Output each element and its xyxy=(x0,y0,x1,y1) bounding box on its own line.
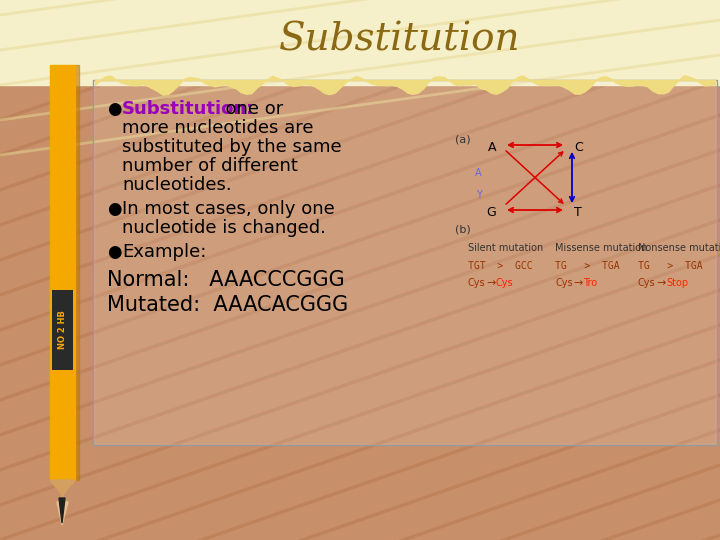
Text: nucleotides.: nucleotides. xyxy=(122,176,232,194)
Text: In most cases, only one: In most cases, only one xyxy=(122,200,335,218)
Polygon shape xyxy=(59,498,65,523)
Text: Substitution: Substitution xyxy=(279,22,521,58)
Text: TG   >  TGA: TG > TGA xyxy=(638,261,703,271)
Text: more nucleotides are: more nucleotides are xyxy=(122,119,313,137)
Bar xyxy=(93,80,717,445)
Text: Cys: Cys xyxy=(638,278,656,288)
Text: TGT  >  GCC: TGT > GCC xyxy=(468,261,533,271)
Text: Y: Y xyxy=(476,190,482,199)
Text: Substitution:: Substitution: xyxy=(122,100,254,118)
Text: one or: one or xyxy=(214,100,283,118)
Text: TG   >  TGA: TG > TGA xyxy=(555,261,620,271)
Text: Normal:   AAACCCGGG: Normal: AAACCCGGG xyxy=(107,270,345,290)
Text: A: A xyxy=(475,167,482,178)
Text: T: T xyxy=(574,206,582,219)
Text: Nonsense mutation: Nonsense mutation xyxy=(638,243,720,253)
Bar xyxy=(0,0,720,85)
Text: number of different: number of different xyxy=(122,157,298,175)
Text: Cys: Cys xyxy=(496,278,513,288)
Text: nucleotide is changed.: nucleotide is changed. xyxy=(122,219,326,237)
Text: Cys: Cys xyxy=(555,278,572,288)
Polygon shape xyxy=(50,480,75,502)
Text: Tro: Tro xyxy=(583,278,597,288)
Text: Silent mutation: Silent mutation xyxy=(468,243,544,253)
Text: →: → xyxy=(656,278,665,288)
Text: Mutated:  AAACACGGG: Mutated: AAACACGGG xyxy=(107,295,348,315)
Polygon shape xyxy=(57,502,68,525)
Text: substituted by the same: substituted by the same xyxy=(122,138,341,156)
Text: →: → xyxy=(573,278,582,288)
Text: Cys: Cys xyxy=(468,278,485,288)
Text: G: G xyxy=(486,206,496,219)
Text: Stop: Stop xyxy=(666,278,688,288)
Bar xyxy=(52,290,73,370)
Bar xyxy=(75,65,79,480)
Text: Missense mutation: Missense mutation xyxy=(555,243,647,253)
Text: (b): (b) xyxy=(455,225,471,235)
Text: Example:: Example: xyxy=(122,243,207,261)
Text: A: A xyxy=(487,141,496,154)
Text: NO 2 HB: NO 2 HB xyxy=(58,310,67,349)
Text: (a): (a) xyxy=(455,135,471,145)
Bar xyxy=(94,81,716,444)
Bar xyxy=(50,65,75,480)
Text: ●: ● xyxy=(107,100,122,118)
Text: ●: ● xyxy=(107,243,122,261)
Text: ●: ● xyxy=(107,200,122,218)
Text: →: → xyxy=(486,278,495,288)
Text: C: C xyxy=(574,141,582,154)
